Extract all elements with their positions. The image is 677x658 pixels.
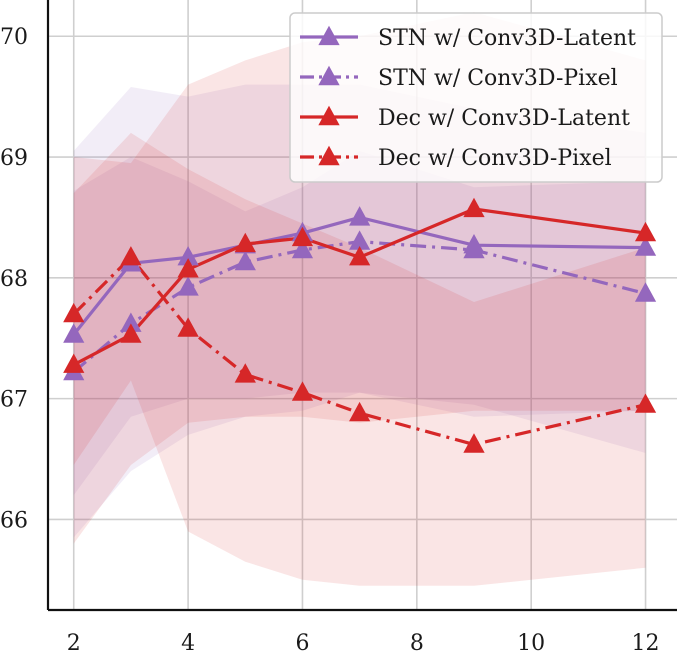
line-series-2 <box>72 207 646 367</box>
marker-series-0-point-0 <box>63 323 85 343</box>
marker-series-2-point-5 <box>349 246 371 266</box>
marker-series-2-point-0 <box>63 353 85 373</box>
x-tick-label: 4 <box>181 631 195 656</box>
marker-series-0-point-5 <box>349 206 371 226</box>
x-tick-label: 8 <box>410 631 424 656</box>
legend-label-3: Dec w/ Conv3D-Pixel <box>378 146 612 171</box>
marker-series-2-point-6 <box>463 197 485 218</box>
y-tick-label: 66 <box>0 508 28 533</box>
marker-series-1-point-2 <box>177 276 199 296</box>
line-series-1 <box>72 240 646 374</box>
marker-series-3-point-7 <box>634 393 657 413</box>
x-tick-label: 2 <box>67 631 81 656</box>
marker-series-1-point-7 <box>634 282 657 302</box>
y-tick-label: 70 <box>0 25 28 50</box>
legend-marker-1 <box>318 65 340 86</box>
marker-series-0-point-7 <box>634 236 657 256</box>
x-tick-label: 6 <box>295 631 309 656</box>
legend-item-0: STN w/ Conv3D-Latent <box>300 25 636 51</box>
marker-series-2-point-4 <box>291 226 314 247</box>
legend-item-2: Dec w/ Conv3D-Latent <box>300 105 630 131</box>
marker-series-1-point-3 <box>234 250 256 271</box>
legend-label-0: STN w/ Conv3D-Latent <box>378 26 636 51</box>
legend-marker-0 <box>318 25 340 46</box>
legend-marker-2 <box>318 105 340 126</box>
marker-series-1-point-6 <box>463 238 485 259</box>
marker-series-2-point-3 <box>234 232 256 253</box>
legend-label-2: Dec w/ Conv3D-Latent <box>378 106 630 131</box>
axes <box>46 0 677 612</box>
x-tick-label: 12 <box>632 631 660 656</box>
marker-series-2-point-1 <box>120 323 142 343</box>
marker-series-3-point-1 <box>120 246 142 266</box>
x-tick-label: 10 <box>517 631 545 656</box>
marker-series-2-point-2 <box>177 258 199 278</box>
marker-series-3-point-5 <box>349 401 371 422</box>
series-markers <box>63 197 657 453</box>
line-series-0 <box>72 215 646 336</box>
legend-marker-3 <box>318 145 340 166</box>
y-tick-label: 69 <box>0 146 28 171</box>
legend-item-3: Dec w/ Conv3D-Pixel <box>300 145 612 171</box>
y-tick-label: 68 <box>0 267 28 292</box>
marker-series-3-point-0 <box>63 302 85 323</box>
line-series-3 <box>72 255 646 447</box>
marker-series-3-point-2 <box>177 317 199 337</box>
marker-series-1-point-4 <box>291 238 314 259</box>
marker-series-3-point-6 <box>463 433 485 453</box>
legend-label-1: STN w/ Conv3D-Pixel <box>378 66 618 91</box>
legend-item-1: STN w/ Conv3D-Pixel <box>300 65 618 91</box>
band-series-3 <box>73 132 646 586</box>
y-tick-label: 67 <box>0 388 28 413</box>
legend-box <box>289 12 663 183</box>
marker-series-3-point-4 <box>291 381 314 401</box>
series-lines <box>72 207 646 447</box>
marker-series-2-point-7 <box>634 221 657 242</box>
band-series-0 <box>73 84 646 496</box>
band-series-1 <box>73 151 646 538</box>
legend: STN w/ Conv3D-Latent STN w/ Conv3D-Pixel D… <box>289 12 663 183</box>
marker-series-3-point-3 <box>234 363 256 383</box>
